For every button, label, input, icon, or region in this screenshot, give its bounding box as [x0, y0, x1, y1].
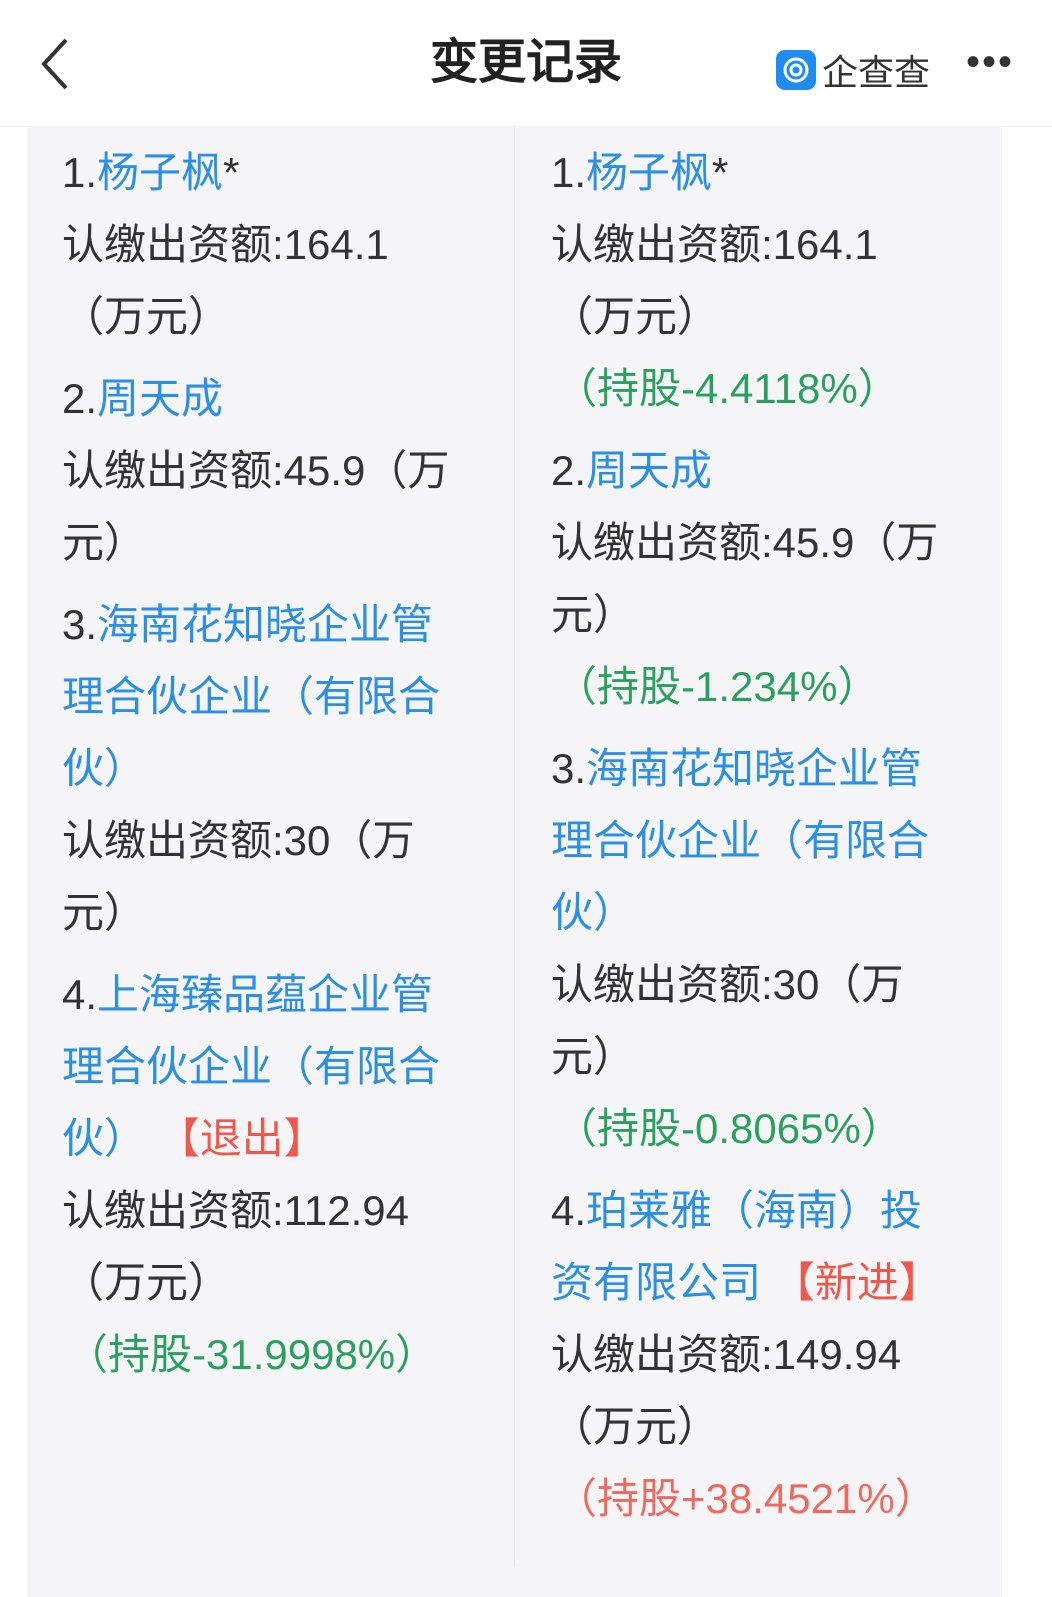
subscribed-amount: 认缴出资额:45.9（万元） — [62, 447, 450, 566]
shareholder-name-line: 1.杨子枫* — [62, 137, 467, 209]
subscribed-amount: 认缴出资额:30（万元） — [551, 961, 904, 1080]
shareholding-change: （持股+38.4521%） — [555, 1475, 937, 1522]
subscribed-amount: 认缴出资额:149.94（万元） — [551, 1331, 902, 1450]
shareholder-link[interactable]: 海南花知晓企业管理合伙企业（有限合伙） — [62, 601, 441, 792]
shareholder-link[interactable]: 上海臻品蕴企业管理合伙企业（有限合伙） — [62, 971, 441, 1162]
shareholder-name-line: 3.海南花知晓企业管理合伙企业（有限合伙） — [62, 589, 467, 805]
back-button[interactable] — [38, 36, 78, 92]
shareholder-link[interactable]: 海南花知晓企业管理合伙企业（有限合伙） — [551, 745, 930, 936]
shareholder-item: 4.上海臻品蕴企业管理合伙企业（有限合伙） 【退出】认缴出资额:112.94（万… — [62, 959, 467, 1391]
shareholder-item: 2.周天成认缴出资额:45.9（万元） — [62, 363, 467, 579]
shareholder-name-line: 3.海南花知晓企业管理合伙企业（有限合伙） — [551, 733, 956, 949]
shareholder-link[interactable]: 杨子枫 — [586, 149, 713, 196]
after-column: 1.杨子枫* 认缴出资额:164.1（万元） （持股-4.4118%） 2.周天成认缴… — [551, 137, 956, 1545]
shareholding-change: （持股-1.234%） — [555, 663, 880, 710]
shareholder-item: 1.杨子枫* 认缴出资额:164.1（万元） （持股-4.4118%） — [551, 137, 956, 425]
qichacha-logo-icon — [776, 50, 816, 90]
item-number: 2. — [551, 447, 587, 494]
subscribed-amount: 认缴出资额:164.1（万元） — [62, 221, 389, 340]
more-icon: ••• — [966, 40, 1015, 84]
shareholder-item: 3.海南花知晓企业管理合伙企业（有限合伙） 认缴出资额:30（万元） — [62, 589, 467, 949]
more-button[interactable]: ••• — [966, 40, 1014, 85]
status-tag: 【退出】 — [157, 1115, 326, 1162]
shareholding-change: （持股-31.9998%） — [66, 1331, 438, 1378]
page-title: 变更记录 — [429, 36, 622, 89]
item-number: 4. — [551, 1187, 587, 1234]
column-divider — [514, 127, 515, 1567]
shareholder-link[interactable]: 杨子枫 — [97, 149, 224, 196]
item-number: 3. — [551, 745, 587, 792]
name-suffix: * — [223, 149, 240, 196]
shareholder-item: 2.周天成认缴出资额:45.9（万元） （持股-1.234%） — [551, 435, 956, 723]
item-number: 4. — [62, 971, 98, 1018]
status-tag: 【新进】 — [772, 1259, 941, 1306]
shareholder-name-line: 2.周天成 — [551, 435, 956, 507]
shareholder-link[interactable]: 珀莱雅（海南）投资有限公司 — [551, 1187, 923, 1306]
shareholder-link[interactable]: 周天成 — [97, 375, 224, 422]
name-suffix: * — [712, 149, 729, 196]
item-number: 3. — [62, 601, 98, 648]
shareholding-change: （持股-4.4118%） — [555, 365, 900, 412]
shareholder-item: 1.杨子枫* 认缴出资额:164.1（万元） — [62, 137, 467, 353]
shareholder-name-line: 4.上海臻品蕴企业管理合伙企业（有限合伙） 【退出】 — [62, 959, 467, 1175]
shareholder-name-line: 2.周天成 — [62, 363, 467, 435]
subscribed-amount: 认缴出资额:112.94（万元） — [62, 1187, 410, 1306]
item-number: 1. — [551, 149, 587, 196]
item-number: 1. — [62, 149, 98, 196]
shareholder-link[interactable]: 周天成 — [586, 447, 713, 494]
shareholder-name-line: 4.珀莱雅（海南）投资有限公司 【新进】 — [551, 1175, 956, 1319]
chevron-left-icon — [41, 38, 68, 90]
item-number: 2. — [62, 375, 98, 422]
before-column: 1.杨子枫* 认缴出资额:164.1（万元） 2.周天成认缴出资额:45.9（万元）… — [62, 137, 467, 1401]
shareholder-item: 4.珀莱雅（海南）投资有限公司 【新进】认缴出资额:149.94（万元） （持股+… — [551, 1175, 956, 1535]
subscribed-amount: 认缴出资额:30（万元） — [62, 817, 415, 936]
shareholder-name-line: 1.杨子枫* — [551, 137, 956, 209]
brand-logo: 企查查 — [776, 44, 930, 96]
subscribed-amount: 认缴出资额:45.9（万元） — [551, 519, 939, 638]
shareholder-item: 3.海南花知晓企业管理合伙企业（有限合伙） 认缴出资额:30（万元） （持股-0.8… — [551, 733, 956, 1165]
change-record-panel: 1.杨子枫* 认缴出资额:164.1（万元） 2.周天成 认缴出资额:45.9（万元）… — [27, 127, 1002, 1597]
shareholding-change: （持股-0.8065%） — [555, 1105, 903, 1152]
nav-bar: 变更记录 企查查 ••• — [0, 0, 1052, 127]
brand-name: 企查查 — [822, 52, 931, 93]
subscribed-amount: 认缴出资额:164.1（万元） — [551, 221, 878, 340]
